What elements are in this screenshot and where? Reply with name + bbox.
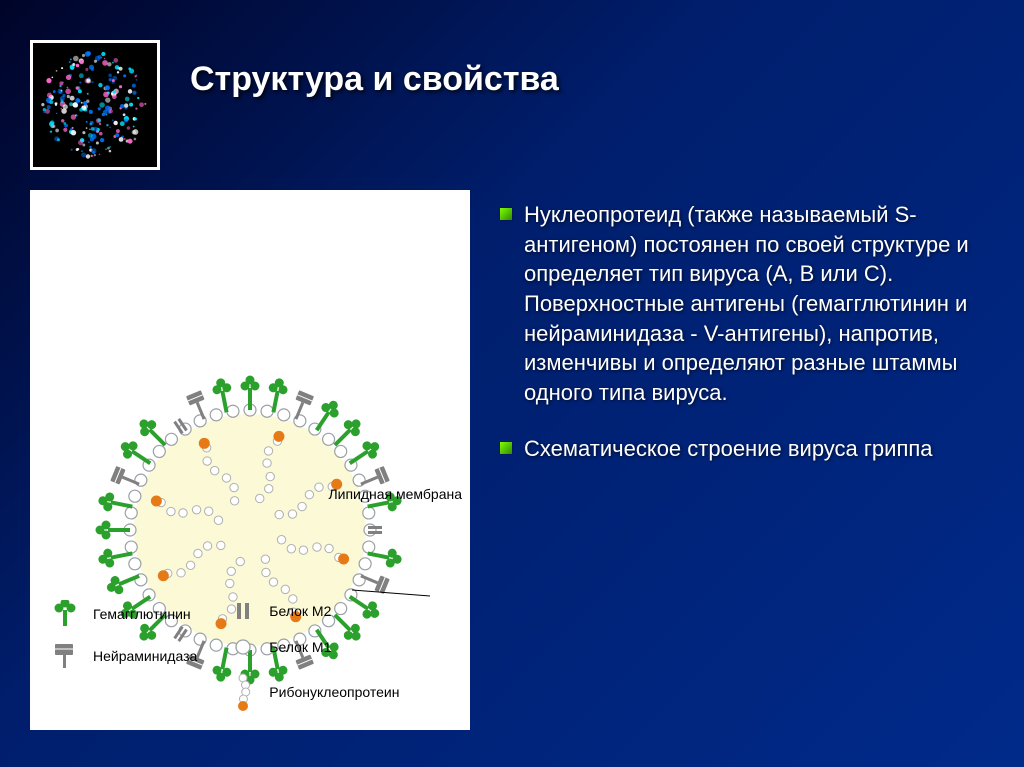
bullet-marker-icon xyxy=(500,208,512,220)
legend-item-rnp: Рибонуклеопротеин xyxy=(227,672,399,712)
bullet-item: Схематическое строение вируса гриппа xyxy=(500,434,974,464)
legend-label: Рибонуклеопротеин xyxy=(269,684,399,700)
legend-item-ha: Гемагглютинин xyxy=(45,600,197,628)
slide: Структура и свойства Липидная мембрана Г… xyxy=(0,0,1024,767)
header: Структура и свойства xyxy=(30,40,974,170)
legend-label: Гемагглютинин xyxy=(93,606,191,622)
virus-thumbnail xyxy=(30,40,160,170)
diagram-column: Липидная мембрана Гемагглютинин Нейрамин… xyxy=(30,190,470,730)
legend-item-na: Нейраминидаза xyxy=(45,642,197,670)
membrane-label: Липидная мембрана xyxy=(328,486,462,502)
bullet-marker-icon xyxy=(500,442,512,454)
bullet-text: Нуклеопротеид (также называемый S-антиге… xyxy=(524,200,974,408)
bullet-text: Схематическое строение вируса гриппа xyxy=(524,434,933,464)
text-column: Нуклеопротеид (также называемый S-антиге… xyxy=(500,190,974,730)
legend-label: Нейраминидаза xyxy=(93,648,197,664)
legend: Гемагглютинин Нейраминидаза Белок M2 xyxy=(45,600,455,718)
legend-label: Белок M2 xyxy=(269,603,331,619)
content-row: Липидная мембрана Гемагглютинин Нейрамин… xyxy=(30,190,974,730)
virus-diagram: Липидная мембрана Гемагглютинин Нейрамин… xyxy=(30,190,470,730)
bullet-item: Нуклеопротеид (также называемый S-антиге… xyxy=(500,200,974,408)
legend-item-m2: Белок M2 xyxy=(227,600,399,622)
slide-title: Структура и свойства xyxy=(190,60,559,99)
legend-item-m1: Белок M1 xyxy=(227,636,399,658)
legend-label: Белок M1 xyxy=(269,639,331,655)
